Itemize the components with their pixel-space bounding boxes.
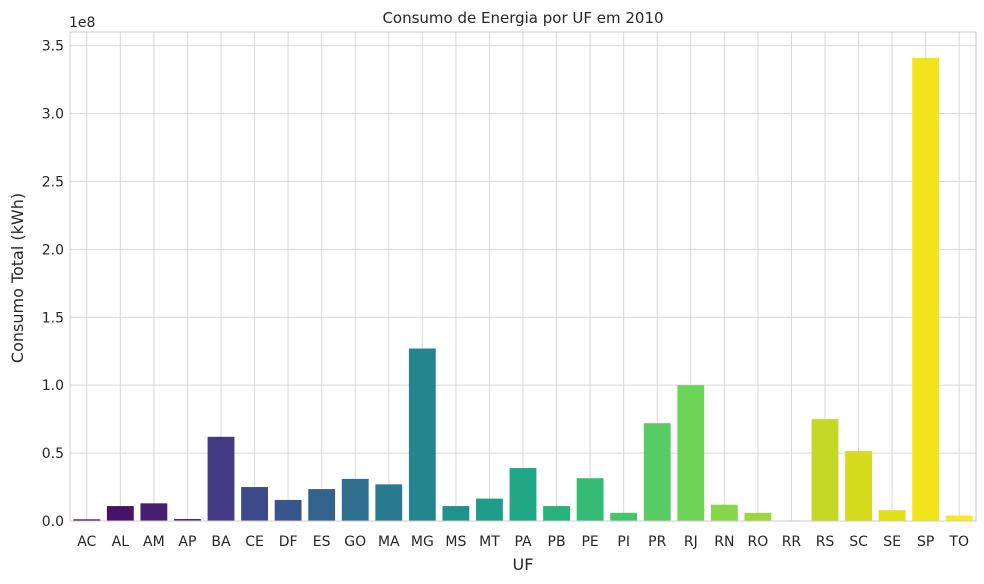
- x-axis-label: UF: [513, 555, 534, 574]
- bar-rs: [811, 419, 839, 521]
- bar-sc: [845, 451, 872, 521]
- x-tick-label: RS: [816, 534, 835, 550]
- x-tick-label: AM: [143, 534, 165, 550]
- x-tick-label: GO: [344, 534, 366, 550]
- bar-ap: [174, 518, 201, 521]
- x-tick-label: AP: [178, 534, 196, 550]
- bar-al: [106, 506, 134, 521]
- y-tick-label: 2.0: [42, 242, 64, 258]
- y-offset-label: 1e8: [69, 15, 95, 31]
- x-tick-label: PB: [548, 534, 566, 550]
- bar-es: [308, 489, 336, 521]
- x-tick-label: DF: [279, 534, 298, 550]
- y-axis-label: Consumo Total (kWh): [8, 193, 27, 363]
- x-tick-label: RR: [782, 534, 802, 550]
- x-tick-label: SC: [849, 534, 868, 550]
- x-tick-label: MT: [479, 534, 500, 550]
- bar-rj: [677, 385, 705, 521]
- y-tick-label: 1.5: [42, 310, 64, 326]
- bar-rn: [710, 504, 738, 521]
- bar-pr: [643, 423, 671, 521]
- bars: [73, 57, 973, 521]
- y-tick-label: 0.5: [42, 446, 64, 462]
- x-tick-label: ES: [313, 534, 331, 550]
- x-tick-label: BA: [211, 534, 231, 550]
- bar-ms: [442, 506, 470, 521]
- bar-mg: [408, 348, 436, 521]
- bar-df: [274, 499, 302, 521]
- y-tick-label: 3.5: [42, 39, 64, 55]
- y-tick-label: 2.5: [42, 174, 64, 190]
- bar-pe: [576, 478, 604, 521]
- x-tick-label: MA: [378, 534, 400, 550]
- chart-title: Consumo de Energia por UF em 2010: [382, 9, 663, 27]
- x-tick-label: TO: [948, 534, 969, 550]
- bar-go: [341, 478, 369, 521]
- bar-pi: [610, 512, 638, 521]
- x-tick-label: MS: [445, 534, 466, 550]
- y-tick-label: 1.0: [42, 378, 64, 394]
- bar-se: [878, 510, 906, 521]
- bar-pb: [543, 506, 570, 521]
- bar-mt: [476, 498, 503, 521]
- x-tick-label: MG: [411, 534, 434, 550]
- bar-pa: [509, 468, 537, 521]
- y-tick-labels: 0.0 0.5 1.0 1.5 2.0 2.5 3.0 3.5: [42, 39, 64, 530]
- bar-ce: [241, 487, 268, 521]
- bar-ba: [207, 436, 235, 521]
- bar-ro: [744, 512, 772, 521]
- y-tick-label: 0.0: [42, 514, 64, 530]
- bar-sp: [912, 57, 940, 521]
- x-tick-label: CE: [245, 534, 264, 550]
- x-tick-label: RN: [714, 534, 734, 550]
- x-tick-label: PE: [581, 534, 598, 550]
- bar-am: [140, 503, 168, 521]
- x-tick-label: PA: [514, 534, 532, 550]
- x-tick-label: SP: [917, 534, 934, 550]
- x-tick-label: PI: [617, 534, 630, 550]
- bar-ma: [375, 484, 403, 521]
- x-tick-label: PR: [648, 534, 666, 550]
- bar-to: [945, 515, 973, 521]
- bar-ac: [73, 519, 101, 521]
- x-tick-labels: AC AL AM AP BA CE DF ES GO MA MG MS MT PA PB PE PI PR RJ RN…: [77, 534, 969, 550]
- y-tick-label: 3.0: [42, 107, 64, 123]
- x-tick-label: AL: [112, 534, 130, 550]
- x-tick-label: SE: [883, 534, 901, 550]
- plot-frame: [69, 31, 977, 522]
- x-tick-label: AC: [77, 534, 96, 550]
- x-tick-label: RJ: [684, 534, 698, 550]
- x-tick-label: RO: [748, 534, 769, 550]
